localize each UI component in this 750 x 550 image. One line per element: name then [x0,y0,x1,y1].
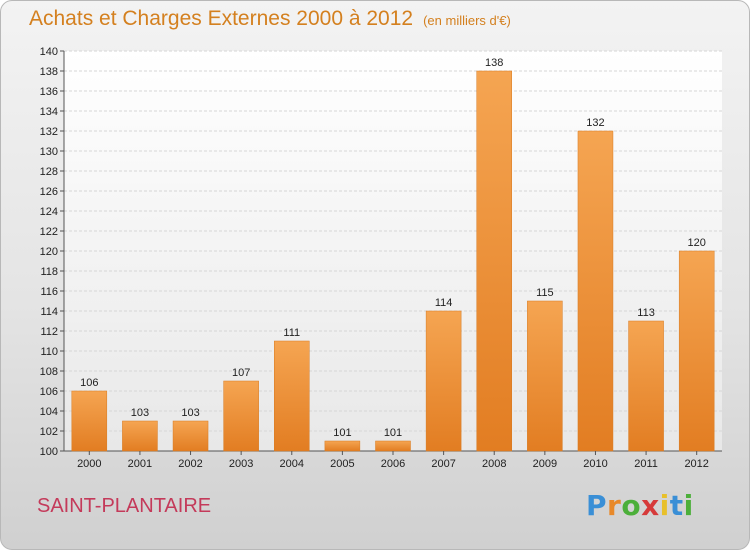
x-tick-label: 2009 [533,458,557,470]
x-tick-label: 2005 [330,458,354,470]
x-tick-label: 2012 [684,458,708,470]
chart-unit: (en milliers d'€) [423,13,511,28]
bar [274,340,310,452]
data-label: 107 [232,367,250,379]
x-tick-label: 2000 [77,458,101,470]
y-tick-label: 102 [40,426,58,438]
y-tick-label: 114 [40,306,58,318]
chart-title-text: Achats et Charges Externes 2000 à 2012 [29,7,414,30]
data-label: 101 [333,427,351,439]
data-label: 106 [80,377,98,389]
y-tick-label: 130 [40,146,58,158]
logo-letter: P [586,489,608,522]
bar [678,250,715,452]
data-label: 103 [131,407,149,419]
y-tick-label: 120 [40,246,58,258]
y-tick-label: 110 [40,346,58,358]
y-tick-label: 124 [40,206,58,218]
chart-title: Achats et Charges Externes 2000 à 2012 (e… [29,7,511,31]
bar [577,130,614,452]
data-label: 120 [688,237,706,249]
y-tick-label: 132 [40,126,58,138]
y-tick-label: 128 [40,166,58,178]
proxiti-logo: Proxiti [586,489,694,522]
plot-area [64,51,722,451]
logo-letter: o [621,489,642,522]
y-tick-label: 136 [40,86,58,98]
data-label: 114 [435,297,453,309]
y-tick-label: 140 [40,46,58,58]
bar [425,310,462,452]
y-tick-label: 104 [40,406,58,418]
data-label: 103 [181,407,199,419]
bar [172,420,209,452]
logo-letter: x [641,489,660,522]
data-label: 111 [283,327,300,339]
x-tick-label: 2001 [128,458,152,470]
bar [122,420,158,452]
x-tick-label: 2003 [229,458,253,470]
data-label: 101 [384,427,402,439]
x-tick-label: 2010 [583,458,607,470]
bar [628,320,664,452]
y-tick-label: 118 [40,266,58,278]
bar [527,300,563,452]
y-tick-label: 122 [40,226,58,238]
y-tick-label: 116 [40,286,58,298]
y-tick-label: 112 [40,326,58,338]
bar [324,440,361,452]
x-tick-label: 2002 [178,458,202,470]
logo-letter: i [683,489,694,522]
x-tick-label: 2006 [381,458,405,470]
bar [375,440,411,452]
x-tick-label: 2007 [431,458,455,470]
data-label: 115 [536,287,554,299]
y-tick-label: 126 [40,186,58,198]
y-tick-label: 134 [40,106,58,118]
y-tick-label: 100 [40,446,58,458]
data-label: 132 [586,117,604,129]
data-label: 113 [637,307,655,319]
logo-letter: i [659,489,670,522]
logo-letter: t [669,489,684,522]
x-tick-label: 2011 [634,458,658,470]
y-tick-label: 138 [40,66,58,78]
y-tick-label: 108 [40,366,58,378]
bar [223,380,259,452]
y-tick-label: 106 [40,386,58,398]
bar [71,390,108,452]
bar [476,70,512,452]
x-tick-label: 2008 [482,458,506,470]
x-tick-label: 2004 [280,458,304,470]
place-name: SAINT-PLANTAIRE [37,495,212,517]
data-label: 138 [485,57,503,69]
logo-letter: r [607,489,622,522]
